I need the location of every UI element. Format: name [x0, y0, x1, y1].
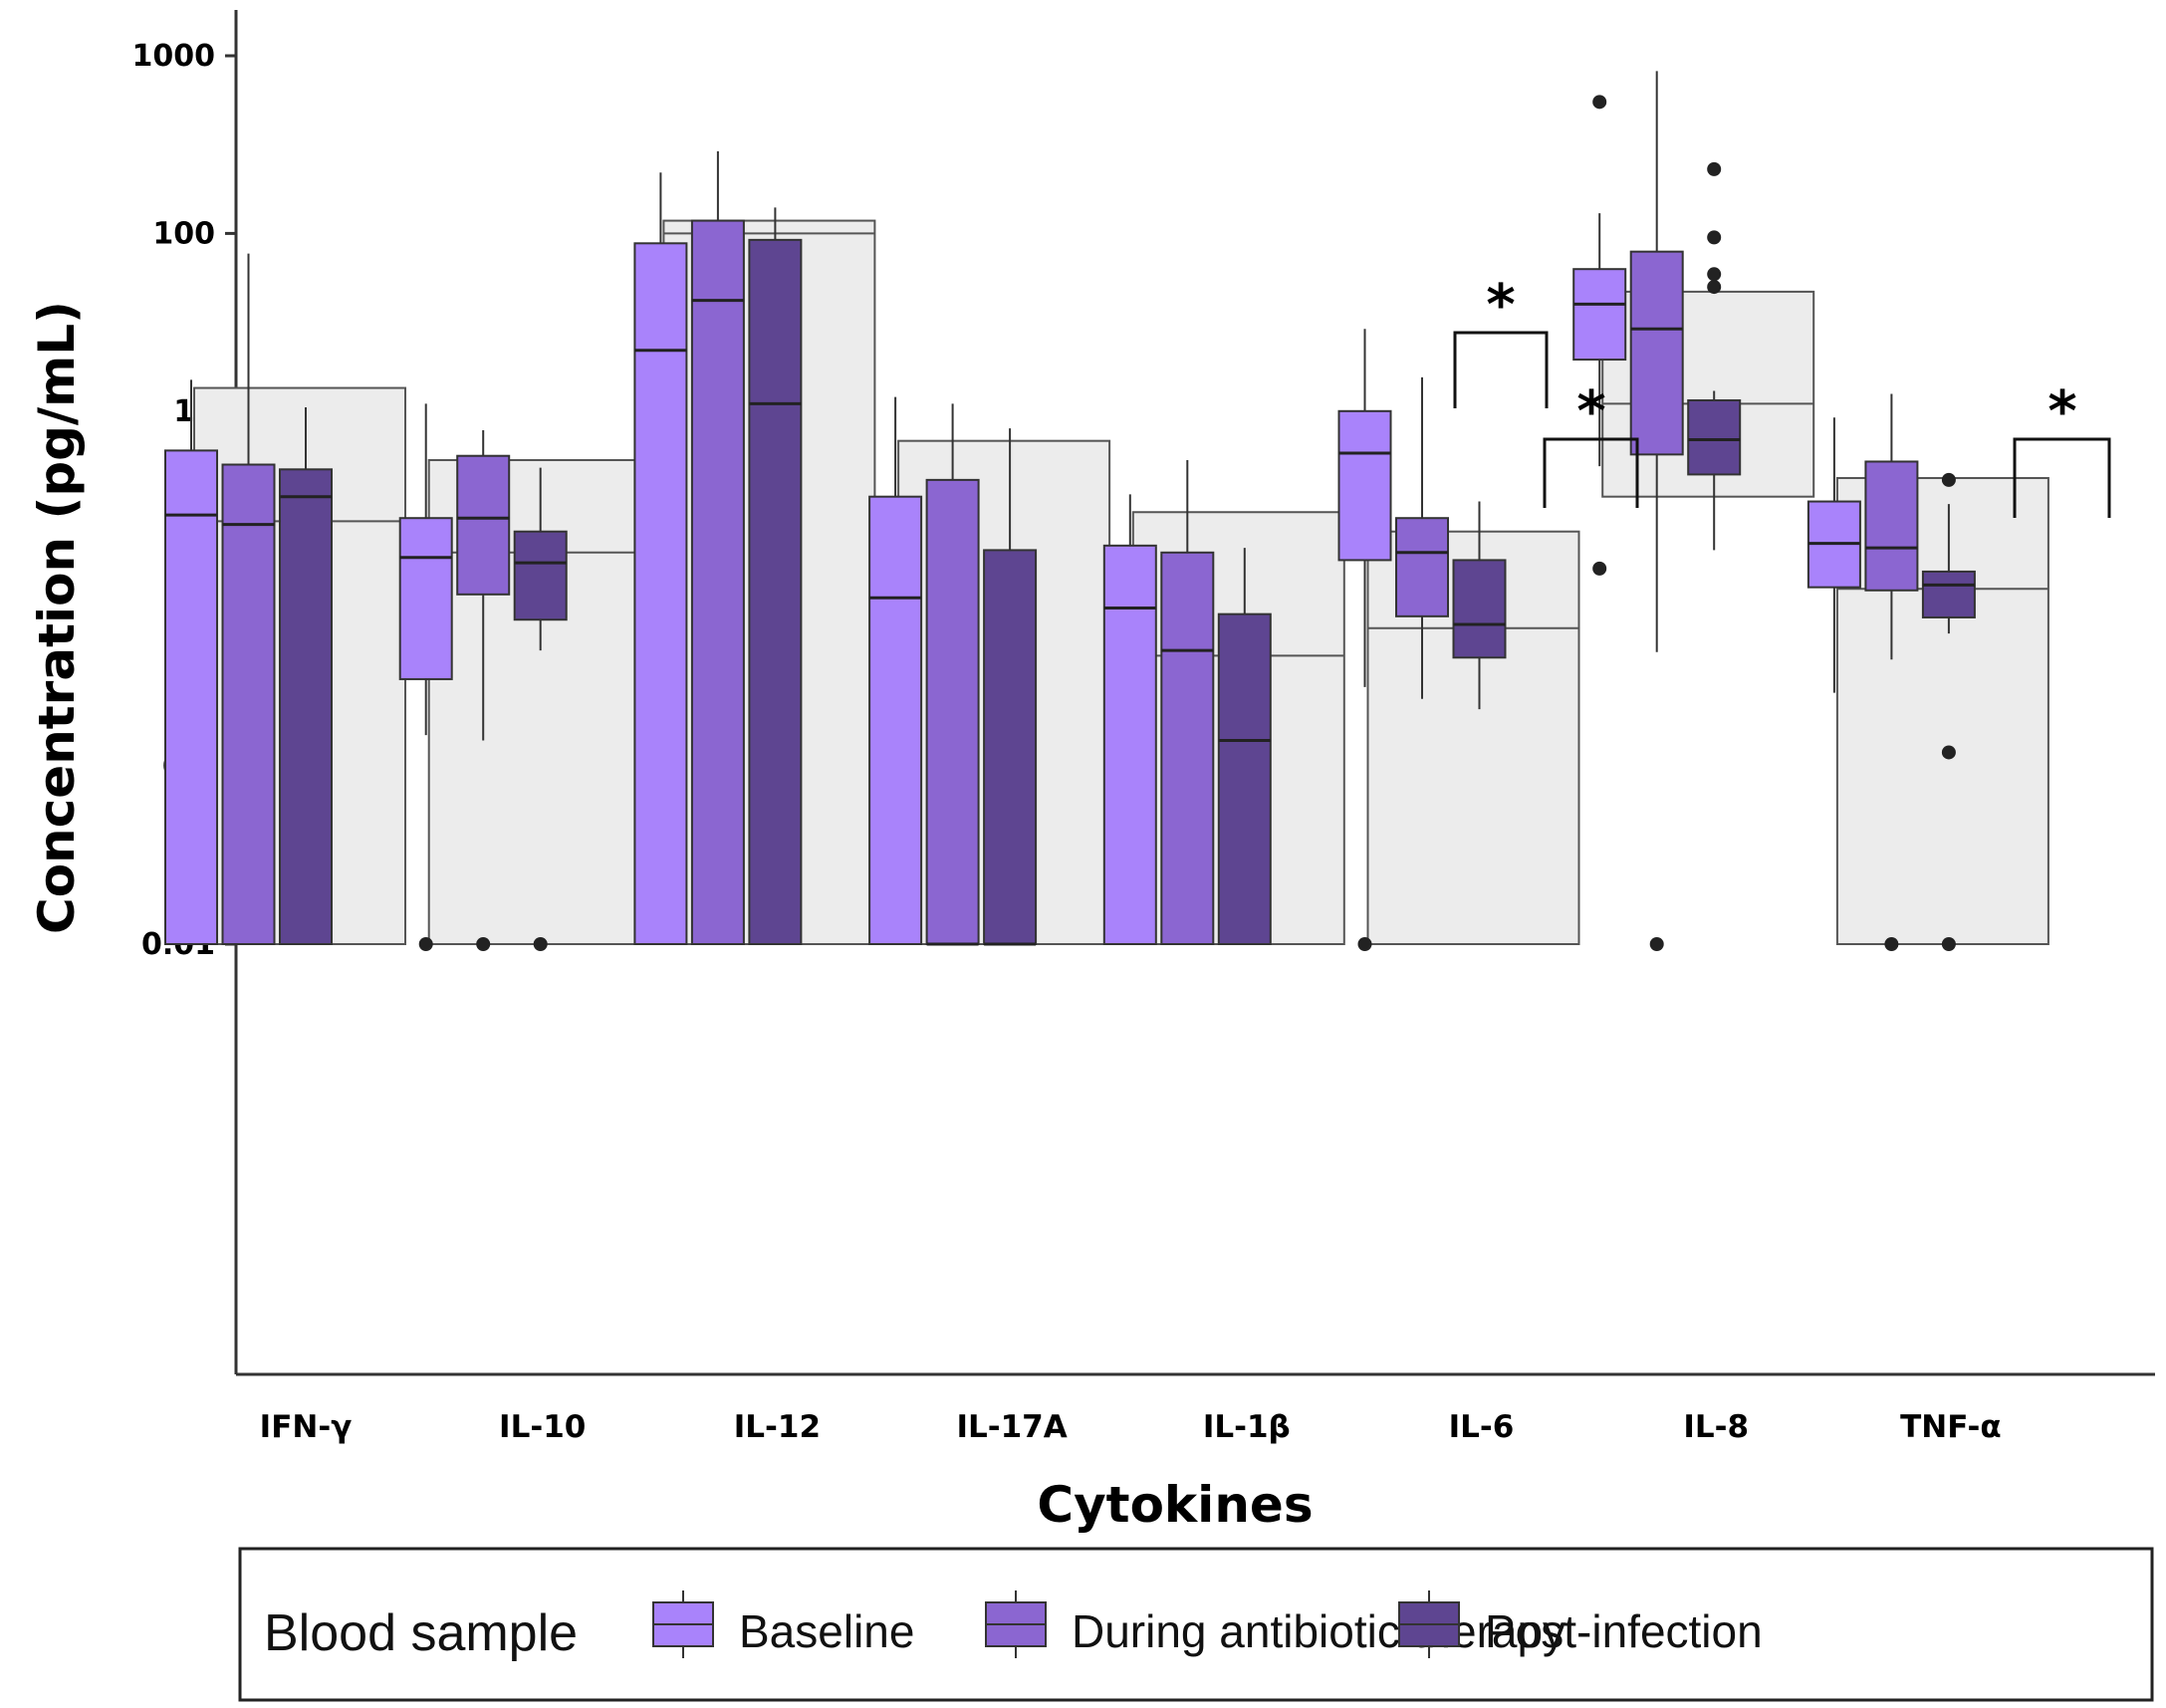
outlier-point — [1357, 937, 1372, 951]
box — [279, 468, 333, 945]
outlier-point — [1649, 937, 1664, 951]
box — [690, 219, 745, 946]
box — [925, 478, 980, 945]
y-tick-label: 1000 — [132, 39, 216, 74]
legend-label: Baseline — [739, 1605, 914, 1657]
category-label: IL-6 — [1449, 1409, 1515, 1445]
significance-star: * — [2047, 379, 2076, 444]
box — [1395, 517, 1449, 617]
legend-label: Post-infection — [1485, 1605, 1763, 1657]
category-label: IL-12 — [734, 1409, 821, 1445]
outlier-point — [1592, 95, 1607, 110]
box — [868, 495, 923, 945]
x-axis-title: Cytokines — [1037, 1476, 1313, 1534]
legend-title: Blood sample — [264, 1604, 578, 1662]
legend-entry: During antibiotic therapy — [985, 1590, 1565, 1658]
category-label: TNF-α — [1900, 1409, 2001, 1445]
outlier-point — [1592, 561, 1607, 576]
box — [1687, 398, 1742, 476]
outlier-point — [1941, 472, 1956, 487]
significance-star: * — [1576, 379, 1605, 444]
outlier-point — [1707, 280, 1722, 295]
outlier-point — [418, 937, 433, 951]
box — [164, 449, 218, 945]
box — [221, 463, 276, 945]
y-axis-title: Concentration (pg/mL) — [28, 301, 86, 934]
significance-star: * — [1486, 273, 1515, 338]
category-label: IL-10 — [499, 1409, 586, 1445]
legend: Blood sample Baseline During antibiotic t… — [238, 1547, 2154, 1702]
box — [1217, 612, 1272, 945]
box — [1337, 409, 1392, 562]
legend-frame — [238, 1547, 2154, 1702]
box — [633, 242, 688, 945]
outlier-point — [1707, 230, 1722, 245]
outlier-point — [476, 937, 491, 951]
category-label: IL-8 — [1683, 1409, 1749, 1445]
x-axis-tick-labels: IFN-γ IL-10 IL-12 IL-17A IL-1β IL-6 IL-8 TNF-α — [260, 1409, 2002, 1445]
legend-entry: Baseline — [652, 1590, 914, 1658]
outlier-point — [1707, 267, 1722, 282]
category-label: IL-1β — [1203, 1409, 1291, 1445]
box — [1921, 570, 1976, 618]
y-tick-label: 100 — [152, 216, 215, 251]
significance-bracket — [1453, 331, 1549, 408]
box — [398, 517, 453, 680]
box — [513, 530, 568, 621]
outlier-point — [1884, 937, 1899, 951]
box — [983, 549, 1038, 945]
plot-panel: 10001001010.10.01 IFN-γIL-10IL-12IL-17AI… — [132, 10, 2155, 1445]
outlier-point — [1707, 161, 1722, 176]
box — [1864, 460, 1919, 592]
category-label: IL-17A — [956, 1409, 1067, 1445]
significance-bracket — [1543, 437, 1639, 508]
legend-entry: Post-infection — [1398, 1590, 1763, 1658]
significance-annotations: * * * — [1453, 273, 2111, 518]
box — [1629, 250, 1684, 456]
category-label: IFN-γ — [260, 1409, 353, 1445]
outlier-point — [1941, 745, 1956, 760]
box — [456, 454, 511, 596]
box — [1572, 268, 1627, 362]
box — [1102, 544, 1157, 946]
significance-bracket — [2013, 437, 2111, 518]
box — [1160, 551, 1215, 945]
legend-label: During antibiotic therapy — [1072, 1605, 1565, 1657]
outlier-point — [1941, 937, 1956, 951]
box — [748, 238, 803, 946]
legend-entries: Baseline During antibiotic therapyPost-in… — [652, 1590, 1763, 1658]
box — [1452, 559, 1507, 659]
outlier-point — [533, 937, 548, 951]
group-boxes — [164, 71, 1976, 951]
